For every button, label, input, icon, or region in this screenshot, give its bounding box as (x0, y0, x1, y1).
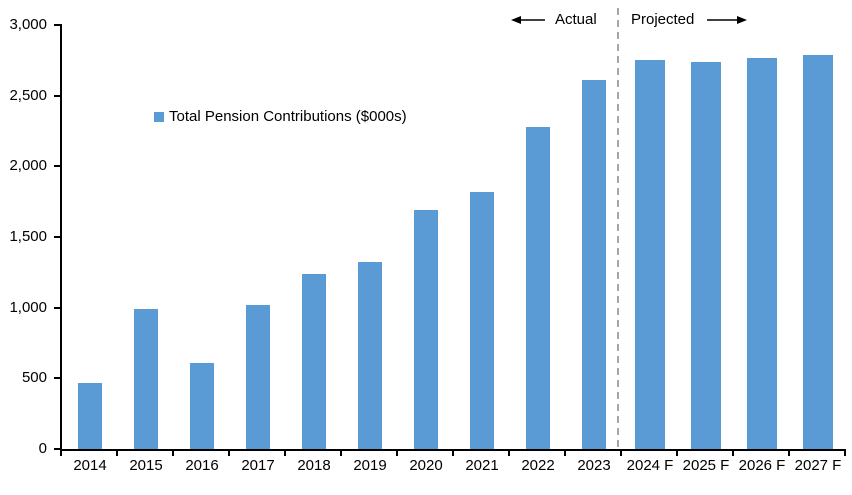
bar-2019 (358, 262, 382, 449)
bar-2024-F (635, 60, 665, 449)
x-tick-mark (60, 451, 62, 456)
legend: Total Pension Contributions ($000s) (154, 108, 407, 126)
x-tick-label: 2019 (353, 457, 387, 474)
y-tick-label: 2,500 (9, 86, 47, 104)
actual-projected-divider-line (617, 8, 619, 449)
y-tick-mark (54, 24, 62, 26)
y-tick-label: 2,000 (9, 157, 47, 175)
y-tick-mark (54, 94, 62, 97)
bar-2018 (302, 273, 326, 449)
y-tick-label: 0 (38, 440, 47, 457)
legend-label: Total Pension Contributions ($000s) (169, 108, 407, 125)
x-tick-mark (620, 451, 622, 456)
bar-2020 (414, 210, 438, 449)
x-tick-mark (396, 451, 398, 456)
x-tick-mark (508, 451, 510, 456)
bar-2016 (190, 362, 214, 449)
bar-2022 (526, 126, 550, 449)
bar-2023 (582, 80, 606, 449)
x-tick-label: 2026 F (738, 457, 786, 474)
y-tick-mark (54, 236, 62, 238)
x-tick-mark (172, 451, 174, 456)
y-tick-label: 500 (21, 369, 47, 387)
legend-swatch-icon (154, 112, 164, 122)
x-tick-mark (452, 451, 454, 456)
y-tick-label: 1,000 (9, 298, 47, 316)
x-tick-label: 2024 F (626, 457, 674, 474)
x-tick-mark (116, 451, 118, 456)
x-tick-mark (340, 451, 342, 456)
y-tick-label: 1,500 (9, 228, 47, 245)
x-tick-label: 2021 (465, 457, 499, 474)
plot-area (60, 25, 846, 451)
bar-2026-F (747, 57, 777, 449)
bar-2021 (470, 191, 494, 449)
x-tick-label: 2017 (241, 457, 275, 474)
bar-2014 (78, 382, 102, 449)
bar-2015 (134, 309, 158, 449)
x-tick-mark (564, 451, 566, 456)
x-tick-label: 2022 (521, 457, 555, 474)
y-tick-mark (54, 306, 62, 309)
y-tick-label: 3,000 (9, 16, 47, 33)
bar-2027-F (803, 54, 833, 449)
x-tick-mark (788, 451, 790, 456)
y-tick-mark (54, 377, 62, 380)
bar-2025-F (691, 61, 721, 449)
x-tick-label: 2020 (409, 457, 443, 474)
y-tick-mark (54, 448, 62, 450)
x-tick-label: 2014 (73, 457, 107, 474)
x-tick-label: 2015 (129, 457, 163, 474)
x-tick-label: 2016 (185, 457, 219, 474)
left-arrow-icon (510, 13, 546, 25)
x-tick-label: 2018 (297, 457, 331, 474)
actual-section-label: Actual (555, 11, 597, 28)
x-tick-mark (676, 451, 678, 456)
x-tick-label: 2023 (577, 457, 611, 474)
x-tick-mark (284, 451, 286, 456)
y-tick-mark (54, 165, 62, 168)
x-tick-label: 2027 F (794, 457, 842, 474)
x-tick-mark (228, 451, 230, 456)
bar-2017 (246, 304, 270, 449)
right-arrow-icon (706, 13, 748, 25)
projected-section-label: Projected (631, 11, 695, 28)
x-tick-label: 2025 F (682, 457, 730, 474)
x-tick-mark (844, 451, 846, 456)
x-tick-mark (732, 451, 734, 456)
